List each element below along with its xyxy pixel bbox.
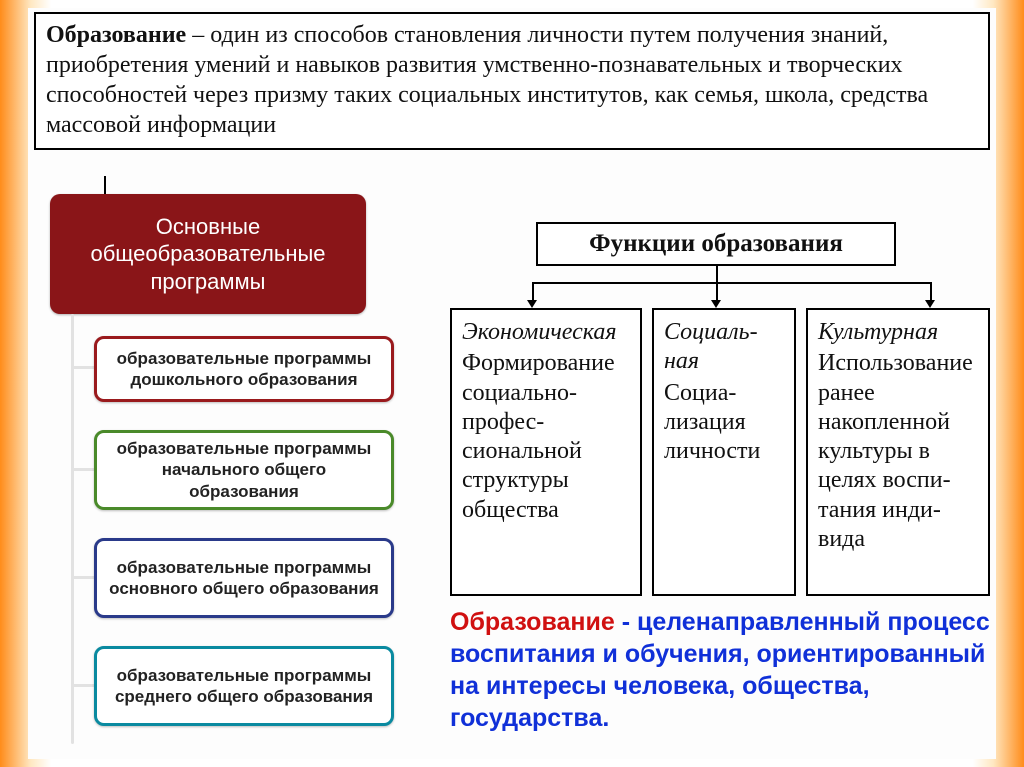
programs-elbow	[71, 468, 95, 471]
arrowhead-icon	[711, 300, 721, 308]
program-box-secondary: образовательные программы среднего общег…	[94, 646, 394, 726]
definition-box: Образование – один из способов становлен…	[34, 12, 990, 150]
slide-canvas: Образование – один из способов становлен…	[28, 8, 996, 759]
program-box-basic: образовательные программы основного обще…	[94, 538, 394, 618]
programs-elbow	[71, 684, 95, 687]
connector-def-to-programs	[104, 176, 106, 194]
function-box-cultural: Культурная Использо­вание ранее накоплен…	[806, 308, 990, 596]
arrowhead-icon	[925, 300, 935, 308]
programs-elbow	[71, 366, 95, 369]
functions-connector-drop	[532, 282, 534, 302]
functions-connector-drop	[716, 282, 718, 302]
function-title: Социаль­ная	[664, 318, 784, 377]
functions-connector-hbar	[532, 282, 932, 284]
program-box-primary: образовательные программы начального общ…	[94, 430, 394, 510]
arrowhead-icon	[527, 300, 537, 308]
bottom-definition: Образование - целенаправленный процесс в…	[450, 606, 990, 734]
function-body: Социа­лизация личности	[664, 380, 760, 465]
program-box-preschool: образовательные программы дошкольного об…	[94, 336, 394, 402]
programs-elbow	[71, 576, 95, 579]
functions-connector-drop	[930, 282, 932, 302]
programs-spine	[71, 314, 74, 744]
function-body: Формирова­ние социаль­но-профес­сиональн…	[462, 350, 615, 522]
bottom-definition-term: Образование	[450, 608, 615, 636]
function-title: Экономиче­ская	[462, 318, 630, 347]
functions-connector-stem	[716, 266, 718, 282]
definition-term: Образование	[46, 22, 186, 48]
functions-header: Функции образования	[536, 222, 896, 266]
function-title: Культурная	[818, 318, 978, 347]
function-box-social: Социаль­ная Социа­лизация личности	[652, 308, 796, 596]
function-box-economic: Экономиче­ская Формирова­ние социаль­но-…	[450, 308, 642, 596]
function-body: Использо­вание ранее накопленной культур…	[818, 350, 973, 552]
programs-header: Основные общеобразовательные программы	[50, 194, 366, 314]
